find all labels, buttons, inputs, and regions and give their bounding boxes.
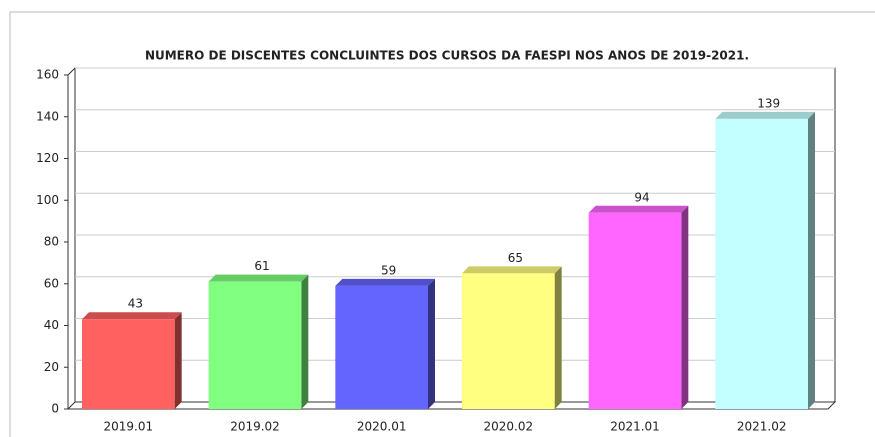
y-tick-label: 60	[44, 276, 59, 290]
bar-side	[301, 274, 309, 409]
y-tick-label: 140	[36, 109, 59, 123]
x-tick-label: 2020.01	[357, 420, 407, 434]
bar-side	[428, 278, 435, 409]
y-tick-label: 40	[44, 318, 59, 332]
frame	[9, 11, 875, 437]
data-label: 139	[757, 96, 780, 110]
bar	[208, 281, 302, 409]
bar-top	[588, 205, 689, 213]
data-label: 94	[634, 190, 649, 204]
bar-side	[681, 205, 689, 409]
data-label: 61	[254, 259, 269, 273]
data-label: 65	[508, 251, 523, 265]
y-tick-label: 80	[44, 235, 59, 249]
bar-top	[208, 274, 309, 282]
bar-side	[174, 312, 182, 409]
bar-top	[715, 111, 815, 119]
x-tick-label: 2021.02	[737, 420, 787, 434]
bar	[715, 118, 808, 410]
bar	[82, 319, 175, 409]
chart-title: NUMERO DE DISCENTES CONCLUINTES DOS CURS…	[145, 49, 749, 63]
y-tick-label: 120	[36, 151, 59, 165]
y-tick-label: 20	[44, 360, 59, 374]
x-tick-label: 2019.01	[104, 420, 154, 434]
x-tick-label: 2019.02	[230, 420, 280, 434]
y-tick-label: 160	[36, 68, 59, 82]
data-label: 59	[381, 263, 396, 277]
bar-top	[82, 312, 182, 320]
x-tick-label: 2021.01	[610, 420, 660, 434]
data-label: 43	[128, 297, 143, 311]
bar-side	[554, 266, 562, 409]
bar	[588, 212, 682, 409]
bar-side	[808, 111, 815, 410]
bar-top	[462, 266, 562, 274]
y-tick-label: 100	[36, 193, 59, 207]
y-tick-label: 0	[51, 402, 59, 416]
y-axis-depth	[67, 67, 76, 76]
x-tick-label: 2020.02	[484, 420, 534, 434]
bar-top	[335, 278, 435, 286]
bar	[462, 273, 555, 409]
bar	[335, 285, 428, 409]
